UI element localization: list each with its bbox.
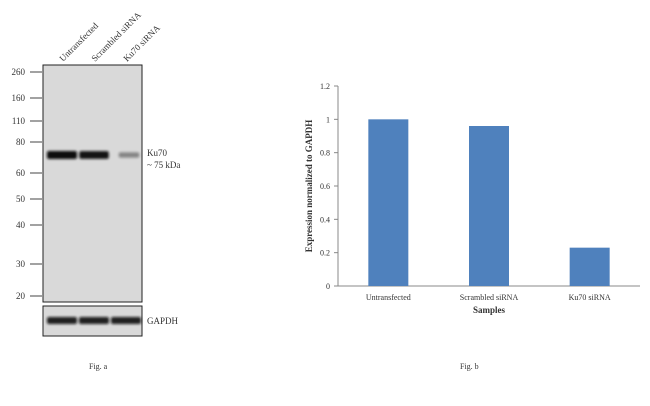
y-ticks	[334, 85, 338, 287]
x-tick-labels: Untransfected Scrambled siRNA Ku70 siRNA	[366, 293, 611, 302]
marker-label: 40	[16, 220, 26, 230]
gapdh-bands	[47, 317, 141, 324]
marker-label: 20	[16, 291, 26, 301]
y-tick-label: 0	[326, 282, 330, 291]
marker-label: 160	[12, 93, 26, 103]
marker-label: 110	[12, 116, 26, 126]
gapdh-band	[111, 317, 141, 324]
marker-label: 50	[16, 194, 26, 204]
band-size-label: ~ 75 kDa	[147, 160, 180, 170]
x-tick-label: Ku70 siRNA	[569, 293, 611, 302]
loading-control-label: GAPDH	[147, 316, 179, 326]
marker-label: 30	[16, 259, 26, 269]
x-axis-title: Samples	[473, 305, 506, 315]
bars	[368, 119, 610, 286]
ku70-bands	[47, 151, 140, 159]
y-tick-labels: 0 0.2 0.4 0.6 0.8 1 1.2	[320, 82, 330, 291]
bar	[469, 126, 509, 286]
y-tick-label: 0.6	[320, 182, 330, 191]
marker-ladder: 260 160 110 80 60 50 40 30 20	[12, 67, 42, 301]
y-tick-label: 1	[326, 115, 330, 124]
y-tick-label: 0.4	[320, 215, 330, 224]
western-blot: 260 160 110 80 60 50 40 30 20 Untransfec…	[12, 10, 181, 371]
bar	[569, 247, 610, 286]
ku70-band	[118, 152, 140, 158]
y-tick-label: 0.2	[320, 249, 330, 258]
y-tick-label: 1.2	[320, 82, 330, 91]
bar-chart: 0 0.2 0.4 0.6 0.8 1 1.2 Untransfected Scrambled…	[304, 82, 640, 371]
marker-label: 260	[12, 67, 26, 77]
marker-label: 80	[16, 137, 26, 147]
fig-b-caption: Fig. b	[460, 362, 479, 371]
ku70-band	[79, 151, 109, 159]
fig-a-caption: Fig. a	[89, 362, 108, 371]
ku70-band	[47, 151, 77, 159]
y-tick-label: 0.8	[320, 149, 330, 158]
gapdh-band	[79, 317, 109, 324]
x-tick-label: Scrambled siRNA	[460, 293, 519, 302]
blot-membrane	[42, 64, 143, 303]
x-tick-label: Untransfected	[366, 293, 411, 302]
band-label: Ku70	[147, 148, 167, 158]
bar	[368, 119, 409, 286]
gapdh-band	[47, 317, 77, 324]
y-axis-title: Expression normalized to GAPDH	[304, 120, 314, 253]
marker-label: 60	[16, 168, 26, 178]
